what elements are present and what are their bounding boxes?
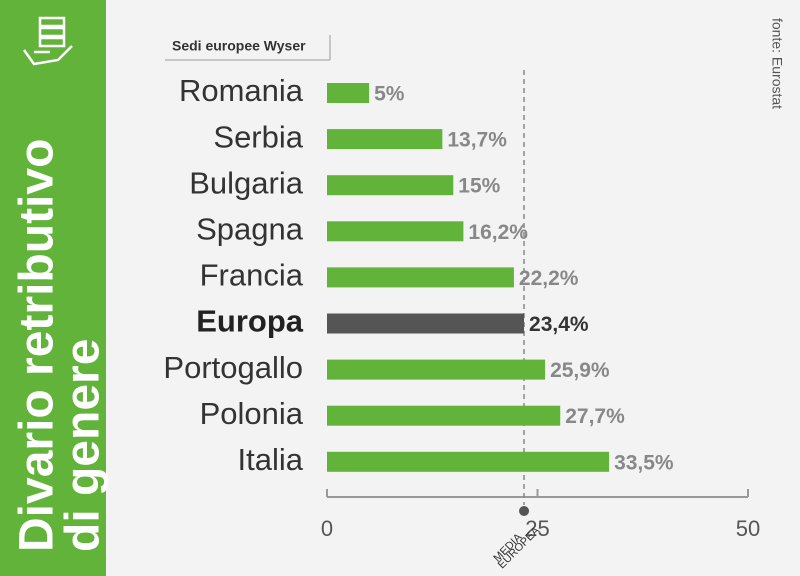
bar bbox=[327, 267, 514, 288]
category-label: Romania bbox=[179, 73, 304, 108]
value-label: 16,2% bbox=[468, 221, 528, 244]
value-label: 33,5% bbox=[614, 451, 674, 474]
category-label: Polonia bbox=[200, 396, 304, 431]
bar bbox=[327, 129, 443, 150]
reference-dot bbox=[519, 506, 530, 516]
value-label: 5% bbox=[374, 83, 405, 106]
category-label: Spagna bbox=[196, 211, 304, 246]
bar bbox=[327, 313, 525, 334]
x-tick-label: 25 bbox=[525, 516, 549, 541]
title-line: Divario retributivo bbox=[11, 139, 64, 552]
bar bbox=[327, 83, 370, 103]
title-band bbox=[0, 0, 106, 576]
title-line: di genere bbox=[57, 339, 110, 552]
category-label: Francia bbox=[200, 258, 304, 293]
bar bbox=[327, 359, 546, 380]
category-label: Europa bbox=[196, 304, 304, 339]
category-label: Italia bbox=[238, 442, 304, 477]
value-label: 22,2% bbox=[519, 267, 579, 290]
x-tick-label: 50 bbox=[736, 516, 760, 541]
value-label: 25,9% bbox=[550, 359, 610, 382]
source: fonte: Eurostat bbox=[769, 18, 785, 109]
bar bbox=[327, 405, 561, 426]
category-label: Portogallo bbox=[163, 350, 303, 385]
value-label: 27,7% bbox=[565, 405, 625, 428]
value-label: 13,7% bbox=[447, 129, 507, 152]
x-tick-label: 0 bbox=[321, 516, 333, 541]
icon bbox=[22, 16, 73, 66]
category-label: Serbia bbox=[213, 119, 303, 154]
bar bbox=[327, 175, 454, 196]
subtitle: Sedi europee Wyser bbox=[172, 38, 306, 54]
value-label: 23,4% bbox=[529, 313, 589, 336]
category-label: Bulgaria bbox=[189, 165, 303, 200]
bar bbox=[327, 221, 464, 242]
bar bbox=[327, 451, 610, 472]
value-label: 15% bbox=[458, 175, 500, 198]
